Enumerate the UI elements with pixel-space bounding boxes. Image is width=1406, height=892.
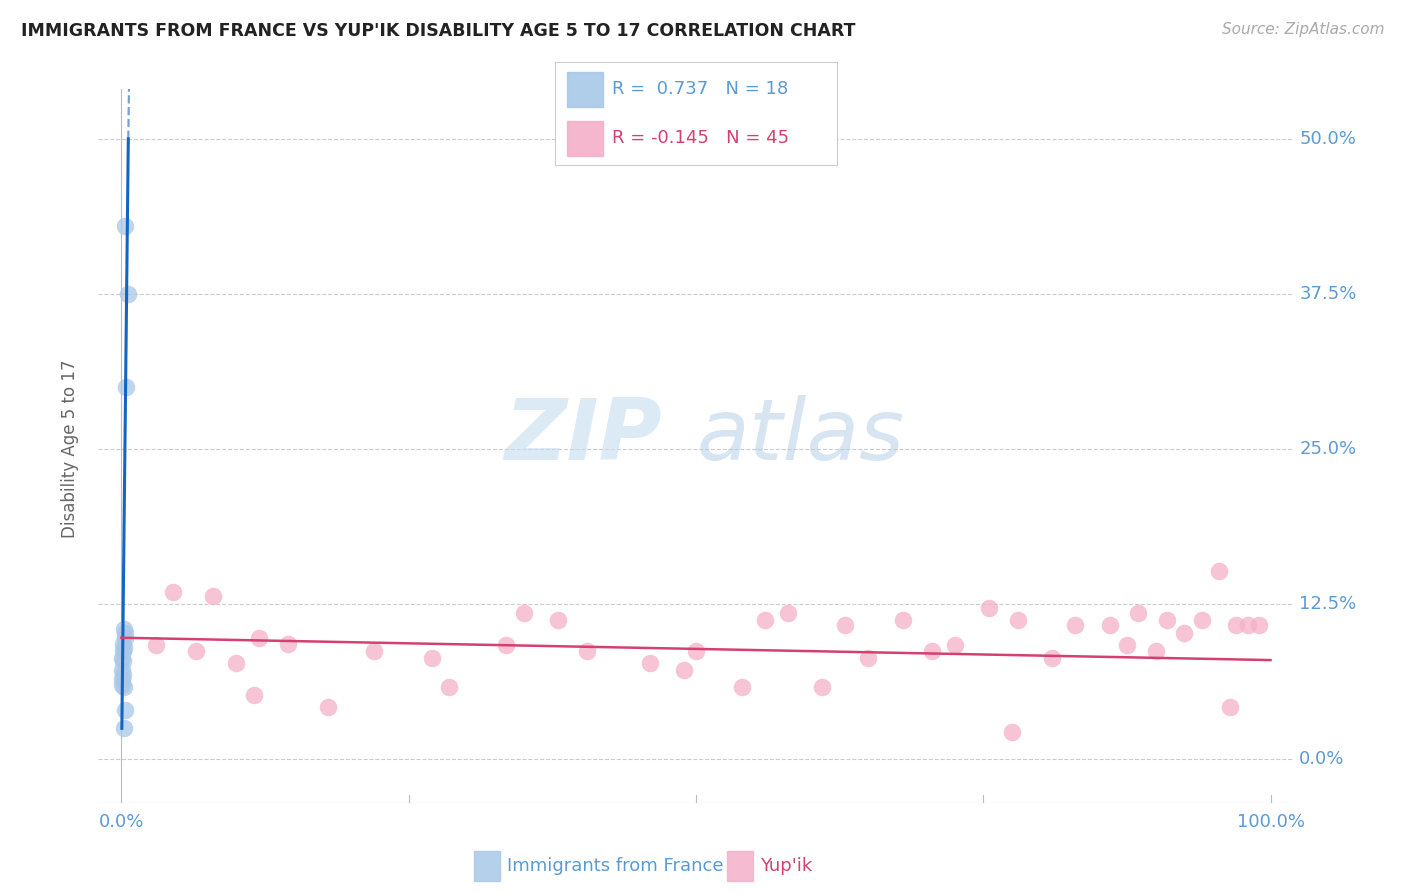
Point: [184, 644, 207, 658]
Point: [225, 656, 247, 670]
Point: [247, 631, 270, 645]
Point: [145, 638, 167, 652]
Point: [112, 640, 135, 655]
Point: [437, 681, 460, 695]
Point: [891, 613, 914, 627]
Point: [575, 644, 598, 658]
Point: [1001, 725, 1024, 739]
Point: [1156, 613, 1178, 627]
Bar: [727, 851, 754, 881]
Point: [776, 606, 799, 620]
Point: [277, 637, 299, 651]
Point: [114, 219, 136, 233]
Point: [115, 380, 138, 394]
Point: [162, 584, 184, 599]
Point: [117, 287, 139, 301]
Text: 25.0%: 25.0%: [1299, 440, 1357, 458]
Text: 37.5%: 37.5%: [1299, 285, 1357, 303]
Text: 100.0%: 100.0%: [1236, 813, 1305, 830]
Point: [1219, 700, 1241, 714]
Point: [202, 589, 225, 603]
Point: [1225, 618, 1247, 632]
Point: [754, 613, 776, 627]
Point: [673, 663, 696, 677]
Point: [420, 650, 443, 665]
Bar: [567, 71, 603, 106]
Text: 50.0%: 50.0%: [1299, 130, 1357, 148]
Point: [547, 613, 569, 627]
Text: Yup'ik: Yup'ik: [761, 857, 813, 875]
Point: [1007, 613, 1029, 627]
Point: [1191, 613, 1213, 627]
Point: [921, 644, 943, 658]
Point: [112, 622, 135, 636]
Text: atlas: atlas: [696, 395, 904, 478]
Point: [1115, 638, 1137, 652]
Point: [111, 644, 134, 658]
Text: R =  0.737   N = 18: R = 0.737 N = 18: [612, 80, 787, 98]
Point: [1173, 625, 1195, 640]
Point: [111, 678, 134, 692]
Point: [112, 668, 135, 682]
Point: [363, 644, 385, 658]
Point: [1247, 618, 1270, 632]
Point: [111, 654, 134, 668]
Text: Source: ZipAtlas.com: Source: ZipAtlas.com: [1222, 22, 1385, 37]
Point: [495, 638, 517, 652]
Point: [512, 606, 534, 620]
Point: [111, 650, 134, 665]
Point: [112, 722, 135, 736]
Point: [114, 625, 136, 640]
Point: [1208, 564, 1230, 578]
Point: [242, 688, 264, 702]
Point: [111, 637, 134, 651]
Bar: [474, 851, 501, 881]
Point: [943, 638, 966, 652]
Text: IMMIGRANTS FROM FRANCE VS YUP'IK DISABILITY AGE 5 TO 17 CORRELATION CHART: IMMIGRANTS FROM FRANCE VS YUP'IK DISABIL…: [21, 22, 856, 40]
Point: [111, 672, 134, 686]
Point: [111, 663, 134, 677]
Point: [638, 656, 661, 670]
Point: [834, 618, 856, 632]
Point: [114, 703, 136, 717]
Point: [858, 650, 880, 665]
Point: [1040, 650, 1063, 665]
Text: Disability Age 5 to 17: Disability Age 5 to 17: [60, 359, 79, 539]
Point: [1128, 606, 1150, 620]
Point: [1098, 618, 1121, 632]
Text: Immigrants from France: Immigrants from France: [508, 857, 724, 875]
Point: [1144, 644, 1167, 658]
Text: ZIP: ZIP: [503, 395, 661, 478]
Point: [316, 700, 339, 714]
Bar: [567, 121, 603, 156]
Point: [112, 681, 135, 695]
Text: 12.5%: 12.5%: [1299, 595, 1357, 613]
Text: 0.0%: 0.0%: [1299, 750, 1344, 768]
Point: [1064, 618, 1087, 632]
Text: 0.0%: 0.0%: [98, 813, 143, 830]
Text: R = -0.145   N = 45: R = -0.145 N = 45: [612, 129, 789, 147]
Point: [731, 681, 754, 695]
Point: [811, 681, 834, 695]
Point: [1236, 618, 1258, 632]
Point: [977, 601, 1000, 615]
Point: [114, 631, 136, 645]
Point: [685, 644, 707, 658]
